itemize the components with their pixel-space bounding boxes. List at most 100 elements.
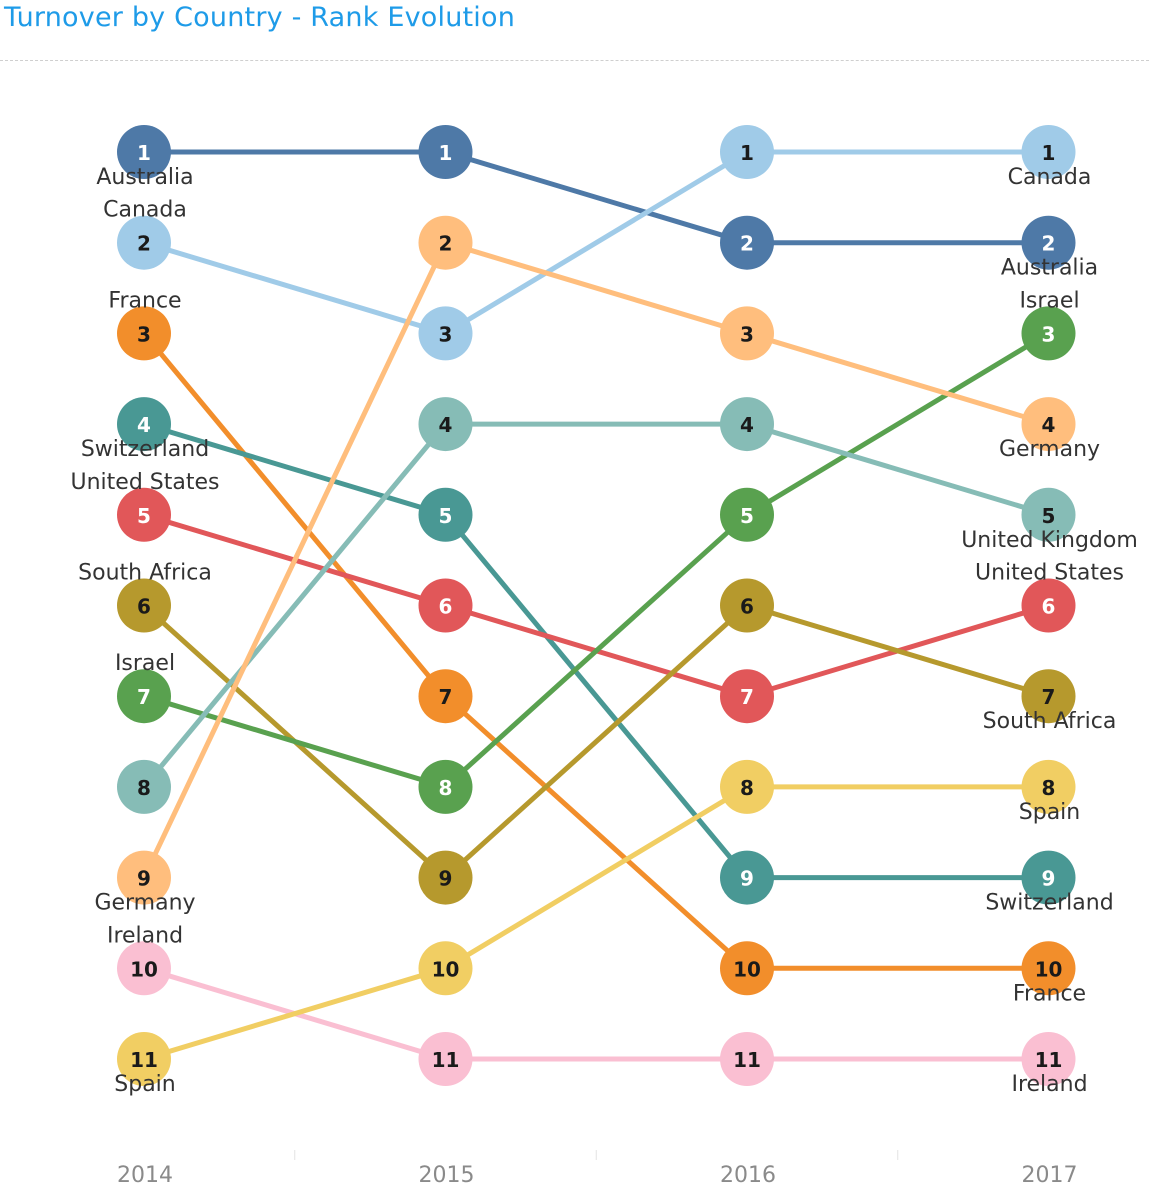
rank-number: 11 xyxy=(733,1048,761,1072)
rank-number: 1 xyxy=(740,141,754,165)
country-label-switzerland-2017: Switzerland xyxy=(985,891,1113,916)
rank-number: 8 xyxy=(1042,776,1056,800)
rank-marker-france-2015: 7 xyxy=(418,669,473,724)
rank-marker-united-kingdom-2015: 4 xyxy=(418,397,473,452)
country-label-israel-2014: Israel xyxy=(115,651,175,676)
rank-number: 7 xyxy=(740,685,754,709)
rank-marker-germany-2017: 4 xyxy=(1021,397,1076,452)
rank-number: 6 xyxy=(137,595,151,619)
rank-marker-australia-2016: 2 xyxy=(720,215,774,270)
rank-number: 5 xyxy=(137,504,151,528)
rank-marker-south-africa-2015: 9 xyxy=(418,850,473,905)
rank-marker-south-africa-2014: 6 xyxy=(117,578,171,633)
rank-marker-circle xyxy=(1021,578,1076,633)
series-line-canada xyxy=(141,149,1051,336)
series-line-united-kingdom xyxy=(141,421,1051,790)
rank-marker-canada-2017: 1 xyxy=(1021,125,1076,179)
rank-marker-united-states-2015: 6 xyxy=(418,578,473,633)
rank-marker-circle xyxy=(720,941,774,996)
rank-number: 7 xyxy=(137,685,151,709)
rank-marker-circle xyxy=(1021,125,1076,179)
series-line-united-states xyxy=(141,512,1051,699)
rank-marker-switzerland-2016: 9 xyxy=(720,850,774,905)
rank-number: 2 xyxy=(137,232,151,256)
country-label-germany-2017: Germany xyxy=(999,437,1100,462)
rank-number: 6 xyxy=(740,595,754,619)
country-label-canada-2017: Canada xyxy=(1008,165,1092,190)
rank-number: 5 xyxy=(439,504,453,528)
series-line-spain xyxy=(141,784,1051,1062)
rank-marker-israel-2014: 7 xyxy=(117,669,171,724)
rank-number: 3 xyxy=(137,322,151,346)
rank-number: 4 xyxy=(137,413,151,437)
rank-marker-circle xyxy=(720,215,774,270)
rank-marker-australia-2015: 1 xyxy=(418,125,473,179)
rank-marker-circle xyxy=(1021,941,1076,996)
rank-marker-circle xyxy=(418,759,473,814)
rank-marker-circle xyxy=(117,1032,171,1086)
rank-number: 10 xyxy=(432,957,460,981)
x-tick-label-2016: 2016 xyxy=(720,1163,776,1188)
rank-marker-circle xyxy=(117,397,171,452)
series-line-switzerland xyxy=(141,421,1051,881)
rank-marker-circle xyxy=(117,759,171,814)
rank-marker-circle xyxy=(117,578,171,633)
rank-marker-spain-2016: 8 xyxy=(720,759,774,814)
rank-marker-ireland-2016: 11 xyxy=(720,1032,774,1086)
rank-marker-france-2017: 10 xyxy=(1021,941,1076,996)
country-label-canada-2014: Canada xyxy=(103,198,187,223)
rank-number: 9 xyxy=(439,867,453,891)
rank-number: 1 xyxy=(137,141,151,165)
rank-number: 8 xyxy=(439,776,453,800)
country-label-south-africa-2014: South Africa xyxy=(78,561,212,586)
rank-marker-united-states-2016: 7 xyxy=(720,669,774,724)
rank-marker-circle xyxy=(1021,1032,1076,1086)
country-label-united-states-2017: United States xyxy=(975,561,1124,586)
rank-marker-circle xyxy=(720,578,774,633)
rank-number: 5 xyxy=(740,504,754,528)
rank-marker-circle xyxy=(418,487,473,542)
rank-marker-south-africa-2017: 7 xyxy=(1021,669,1076,724)
rank-marker-circle xyxy=(720,125,774,179)
rank-marker-circle xyxy=(418,397,473,452)
rank-number: 9 xyxy=(1042,867,1056,891)
rank-number: 4 xyxy=(439,413,453,437)
rank-marker-united-kingdom-2017: 5 xyxy=(1021,487,1076,542)
rank-marker-france-2014: 3 xyxy=(117,306,171,361)
rank-marker-switzerland-2015: 5 xyxy=(418,487,473,542)
rank-marker-circle xyxy=(418,306,473,361)
series-line-israel xyxy=(141,330,1051,790)
title-divider xyxy=(0,60,1149,61)
rank-marker-germany-2015: 2 xyxy=(418,215,473,270)
country-label-united-states-2014: United States xyxy=(71,470,220,495)
rank-number: 2 xyxy=(740,232,754,256)
rank-marker-united-states-2017: 6 xyxy=(1021,578,1076,633)
rank-number: 3 xyxy=(740,322,754,346)
rank-marker-israel-2015: 8 xyxy=(418,759,473,814)
rank-marker-ireland-2015: 11 xyxy=(418,1032,473,1086)
rank-marker-spain-2015: 10 xyxy=(418,941,473,996)
rank-number: 7 xyxy=(439,685,453,709)
rank-marker-circle xyxy=(418,215,473,270)
rank-marker-circle xyxy=(418,850,473,905)
rank-number: 8 xyxy=(137,776,151,800)
rank-marker-circle xyxy=(117,669,171,724)
country-label-ireland-2014: Ireland xyxy=(107,923,183,948)
rank-marker-circle xyxy=(1021,215,1076,270)
rank-number: 1 xyxy=(1042,141,1056,165)
rank-number: 10 xyxy=(130,957,158,981)
rank-marker-ireland-2017: 11 xyxy=(1021,1032,1076,1086)
rank-marker-spain-2014: 11 xyxy=(117,1032,171,1086)
rank-marker-canada-2014: 2 xyxy=(117,215,171,270)
rank-number: 2 xyxy=(1042,232,1056,256)
rank-marker-circle xyxy=(720,850,774,905)
rank-marker-circle xyxy=(720,397,774,452)
rank-marker-ireland-2014: 10 xyxy=(117,941,171,996)
country-label-south-africa-2017: South Africa xyxy=(983,709,1117,734)
rank-marker-australia-2014: 1 xyxy=(117,125,171,179)
rank-number: 5 xyxy=(1042,504,1056,528)
rank-number: 3 xyxy=(1042,322,1056,346)
rank-number: 10 xyxy=(1035,957,1063,981)
rank-number: 4 xyxy=(1042,413,1056,437)
